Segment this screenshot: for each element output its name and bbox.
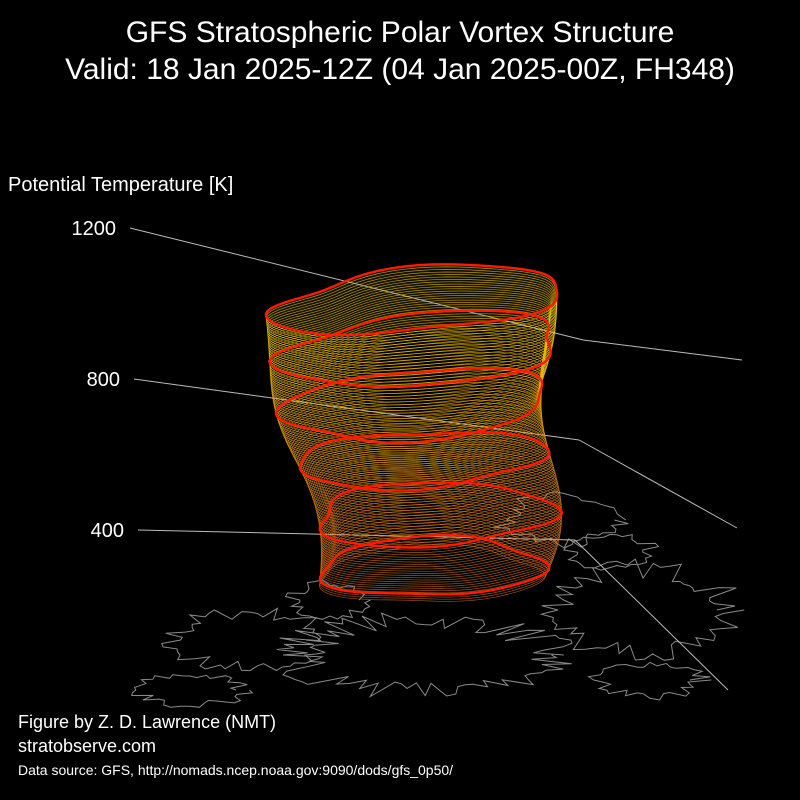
isentropic-contour [267, 292, 556, 366]
highlighted-contour [274, 366, 544, 445]
isentropic-contour [268, 297, 555, 372]
isentropic-contour [269, 325, 548, 406]
highlighted-contour [318, 533, 551, 596]
isentropic-contour [269, 318, 549, 397]
isentropic-contour [320, 513, 558, 579]
z-tick-label: 400 [91, 520, 124, 542]
chart-subtitle: Valid: 18 Jan 2025-12Z (04 Jan 2025-00Z,… [65, 53, 735, 86]
isentropic-contour [320, 516, 557, 581]
highlighted-contour [267, 309, 552, 389]
isentropic-contour [274, 360, 544, 439]
isentropic-contour [277, 375, 542, 449]
isentropic-contour [316, 469, 561, 533]
coastline [276, 612, 573, 698]
coastline [161, 607, 339, 672]
axis-line [583, 339, 743, 361]
isentropic-contour [320, 491, 562, 558]
isentropic-contour [320, 495, 562, 563]
isentropic-contour [268, 306, 553, 383]
isentropic-contour [318, 477, 562, 543]
isentropic-contour [319, 480, 563, 546]
isentropic-contour [273, 357, 544, 436]
vortex-isosurface [264, 263, 564, 602]
chart-title: GFS Stratospheric Polar Vortex Structure [125, 16, 675, 49]
website-credit: stratobserve.com [18, 736, 157, 756]
coastline [539, 558, 745, 661]
isentropic-contour [320, 510, 559, 577]
isentropic-contour [268, 301, 554, 377]
isentropic-contour [273, 354, 544, 434]
isentropic-contour [268, 295, 555, 369]
coastline [284, 579, 371, 620]
isentropic-contour [320, 521, 555, 585]
isentropic-contour [320, 508, 559, 574]
isentropic-contour [320, 518, 556, 583]
isentropic-contour [270, 327, 548, 408]
data-source-note: Data source: GFS, http://nomads.ncep.noa… [18, 762, 454, 778]
highlighted-contour [318, 481, 564, 549]
isentropic-contour [272, 351, 545, 432]
coastline [131, 674, 254, 708]
isentropic-contour [320, 493, 562, 561]
axis-line [578, 439, 738, 529]
isentropic-contour [270, 335, 547, 417]
coastline [562, 533, 660, 571]
isentropic-contour [319, 482, 563, 548]
isentropic-contour [270, 332, 547, 414]
z-axis-ticks: 400 800 1200 [72, 218, 125, 542]
isentropic-contour [317, 471, 562, 535]
isentropic-contour [320, 524, 554, 587]
isentropic-contour [312, 458, 558, 519]
isentropic-contour [269, 322, 548, 403]
isentropic-contour [315, 467, 561, 530]
z-axis-label: Potential Temperature [K] [8, 174, 234, 196]
isentropic-contour [320, 526, 553, 589]
highlighted-contour [264, 263, 559, 337]
coastline [587, 661, 712, 701]
isentropic-contour [319, 529, 552, 592]
isentropic-contour [313, 460, 559, 522]
isentropic-contour [269, 315, 550, 394]
coastline [493, 491, 629, 549]
isentropic-contour [270, 338, 546, 419]
axis-line [137, 529, 576, 541]
isentropic-contour [307, 446, 555, 506]
isentropic-contour [270, 330, 548, 411]
z-tick-label: 800 [87, 369, 120, 391]
z-tick-label: 1200 [72, 218, 117, 240]
isentropic-contour [274, 363, 543, 441]
isentropic-contour [315, 465, 560, 527]
figure-credit: Figure by Z. D. Lawrence (NMT) [18, 712, 277, 732]
isentropic-contour [268, 299, 554, 374]
axis-line [574, 539, 729, 691]
highlighted-contour [298, 431, 551, 492]
isentropic-contour [311, 456, 558, 517]
isentropic-contour [267, 288, 556, 361]
isentropic-contour [308, 449, 555, 509]
